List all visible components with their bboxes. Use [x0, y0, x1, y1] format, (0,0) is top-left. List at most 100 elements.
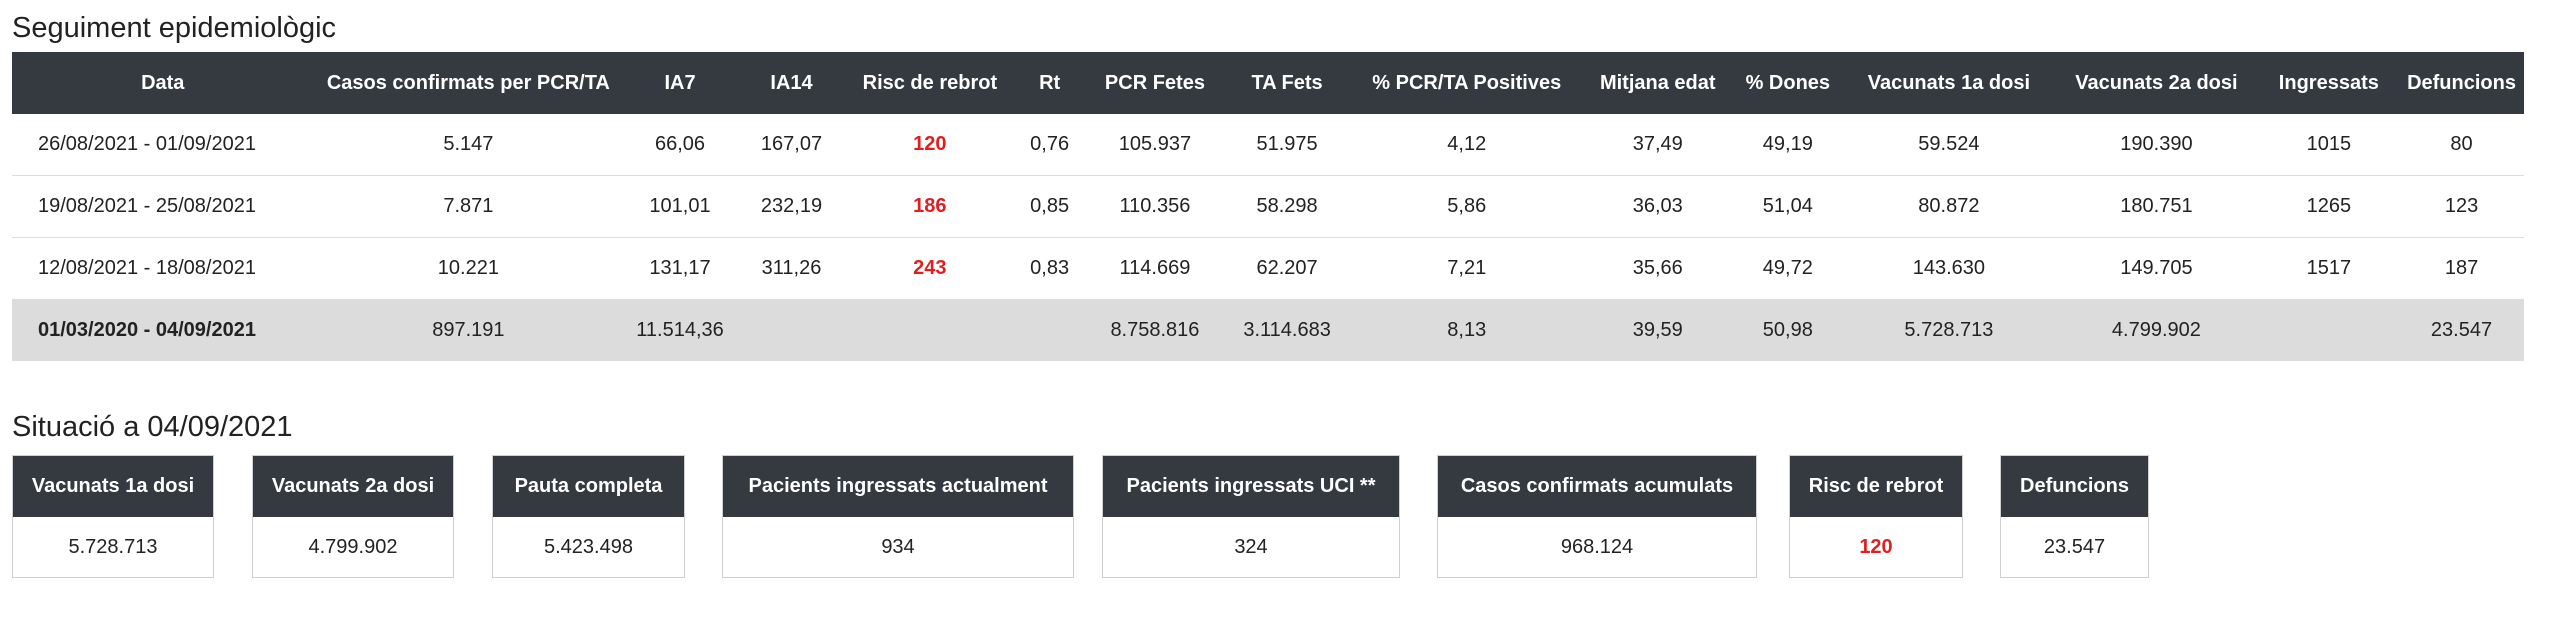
table-cell: [736, 299, 847, 361]
table-row: 19/08/2021 - 25/08/2021 7.871 101,01 232…: [12, 175, 2524, 238]
card-label: Casos confirmats acumulats: [1438, 456, 1756, 517]
table-cell: 59.524: [1843, 114, 2055, 176]
card-vacunats-1a-dosi: Vacunats 1a dosi 5.728.713: [12, 455, 214, 578]
table-cell: 5,86: [1350, 175, 1584, 238]
table-cell: 190.390: [2054, 114, 2259, 176]
table-cell: 12/08/2021 - 18/08/2021: [12, 237, 314, 300]
page-title: Seguiment epidemiològic: [12, 12, 337, 44]
card-vacunats-2a-dosi: Vacunats 2a dosi 4.799.902: [252, 455, 454, 578]
card-label: Pacients ingressats UCI **: [1103, 456, 1399, 517]
table-cell: 187: [2399, 237, 2524, 300]
table-cell: 62.207: [1224, 237, 1351, 300]
table-cell: 180.751: [2054, 175, 2259, 238]
card-value: 23.547: [2001, 517, 2148, 577]
column-header: Rt: [1013, 52, 1086, 114]
table-cell: 0,76: [1013, 114, 1086, 176]
table-row: 12/08/2021 - 18/08/2021 10.221 131,17 31…: [12, 237, 2524, 300]
card-casos-confirmats: Casos confirmats acumulats 968.124: [1437, 455, 1757, 578]
column-header: TA Fets: [1224, 52, 1351, 114]
table-cell: 19/08/2021 - 25/08/2021: [12, 175, 314, 238]
column-header: Casos confirmats per PCR/TA: [313, 52, 624, 114]
table-cell: 8,13: [1350, 299, 1584, 361]
table-cell: 58.298: [1224, 175, 1351, 238]
column-header: Data: [12, 52, 314, 114]
table-cell: 23.547: [2399, 299, 2524, 361]
table-cell: 37,49: [1583, 114, 1733, 176]
table-cell: [1013, 299, 1086, 361]
table-cell: 49,19: [1732, 114, 1844, 176]
table-cell: 49,72: [1732, 237, 1844, 300]
table-cell: 4.799.902: [2054, 299, 2259, 361]
table-cell: 51.975: [1224, 114, 1351, 176]
table-cell: 36,03: [1583, 175, 1733, 238]
table-cell: 35,66: [1583, 237, 1733, 300]
table-cell: 5.728.713: [1843, 299, 2055, 361]
table-cell: 0,83: [1013, 237, 1086, 300]
card-value: 120: [1790, 517, 1962, 577]
table-cell: 101,01: [623, 175, 737, 238]
table-cell: 51,04: [1732, 175, 1844, 238]
epidemiological-table: Data Casos confirmats per PCR/TA IA7 IA1…: [12, 52, 2524, 361]
table-cell: 1517: [2258, 237, 2400, 300]
table-row: 26/08/2021 - 01/09/2021 5.147 66,06 167,…: [12, 114, 2524, 176]
card-value: 968.124: [1438, 517, 1756, 577]
situation-cards: Vacunats 1a dosi 5.728.713 Vacunats 2a d…: [12, 455, 2560, 585]
card-pacients-ingressats: Pacients ingressats actualment 934: [722, 455, 1074, 578]
column-header: Ingressats: [2258, 52, 2400, 114]
column-header: % Dones: [1732, 52, 1844, 114]
table-cell: 232,19: [736, 175, 847, 238]
table-cell: 7.871: [313, 175, 624, 238]
table-cell: 50,98: [1732, 299, 1844, 361]
card-label: Vacunats 1a dosi: [13, 456, 213, 517]
card-value: 5.728.713: [13, 517, 213, 577]
card-value: 4.799.902: [253, 517, 453, 577]
table-cell: 105.937: [1085, 114, 1225, 176]
table-cell: 1015: [2258, 114, 2400, 176]
card-value: 5.423.498: [493, 517, 684, 577]
column-header: PCR Fetes: [1085, 52, 1225, 114]
table-cell: 4,12: [1350, 114, 1584, 176]
card-pauta-completa: Pauta completa 5.423.498: [492, 455, 685, 578]
situation-title: Situació a 04/09/2021: [12, 411, 293, 443]
table-cell: 0,85: [1013, 175, 1086, 238]
table-cell: 5.147: [313, 114, 624, 176]
table-cell: 110.356: [1085, 175, 1225, 238]
card-label: Pacients ingressats actualment: [723, 456, 1073, 517]
card-defuncions: Defuncions 23.547: [2000, 455, 2149, 578]
column-header: Mitjana edat: [1583, 52, 1733, 114]
table-cell: 167,07: [736, 114, 847, 176]
risk-cell: 243: [846, 237, 1014, 300]
table-cell: 80: [2399, 114, 2524, 176]
column-header: IA14: [736, 52, 847, 114]
table-cell: 66,06: [623, 114, 737, 176]
card-label: Risc de rebrot: [1790, 456, 1962, 517]
table-cell: 11.514,36: [623, 299, 737, 361]
table-cell: 143.630: [1843, 237, 2055, 300]
table-cell: 1265: [2258, 175, 2400, 238]
table-cell: 114.669: [1085, 237, 1225, 300]
card-risc-de-rebrot: Risc de rebrot 120: [1789, 455, 1963, 578]
column-header: % PCR/TA Positives: [1350, 52, 1584, 114]
card-pacients-uci: Pacients ingressats UCI ** 324: [1102, 455, 1400, 578]
column-header: Risc de rebrot: [846, 52, 1014, 114]
card-label: Pauta completa: [493, 456, 684, 517]
table-cell: 311,26: [736, 237, 847, 300]
risk-cell: 186: [846, 175, 1014, 238]
table-cell: 8.758.816: [1085, 299, 1225, 361]
table-total-row: 01/03/2020 - 04/09/2021 897.191 11.514,3…: [12, 299, 2524, 361]
table-cell: 80.872: [1843, 175, 2055, 238]
table-cell: [2258, 299, 2400, 361]
card-label: Vacunats 2a dosi: [253, 456, 453, 517]
table-cell: 10.221: [313, 237, 624, 300]
table-cell: 39,59: [1583, 299, 1733, 361]
table-cell: 123: [2399, 175, 2524, 238]
table-cell: 131,17: [623, 237, 737, 300]
column-header: Vacunats 1a dosi: [1843, 52, 2055, 114]
table-header-row: Data Casos confirmats per PCR/TA IA7 IA1…: [12, 52, 2524, 114]
table-cell: 897.191: [313, 299, 624, 361]
risk-cell: 120: [846, 114, 1014, 176]
table-cell: 7,21: [1350, 237, 1584, 300]
column-header: Vacunats 2a dosi: [2054, 52, 2259, 114]
table-cell: [846, 299, 1014, 361]
table-cell: 149.705: [2054, 237, 2259, 300]
